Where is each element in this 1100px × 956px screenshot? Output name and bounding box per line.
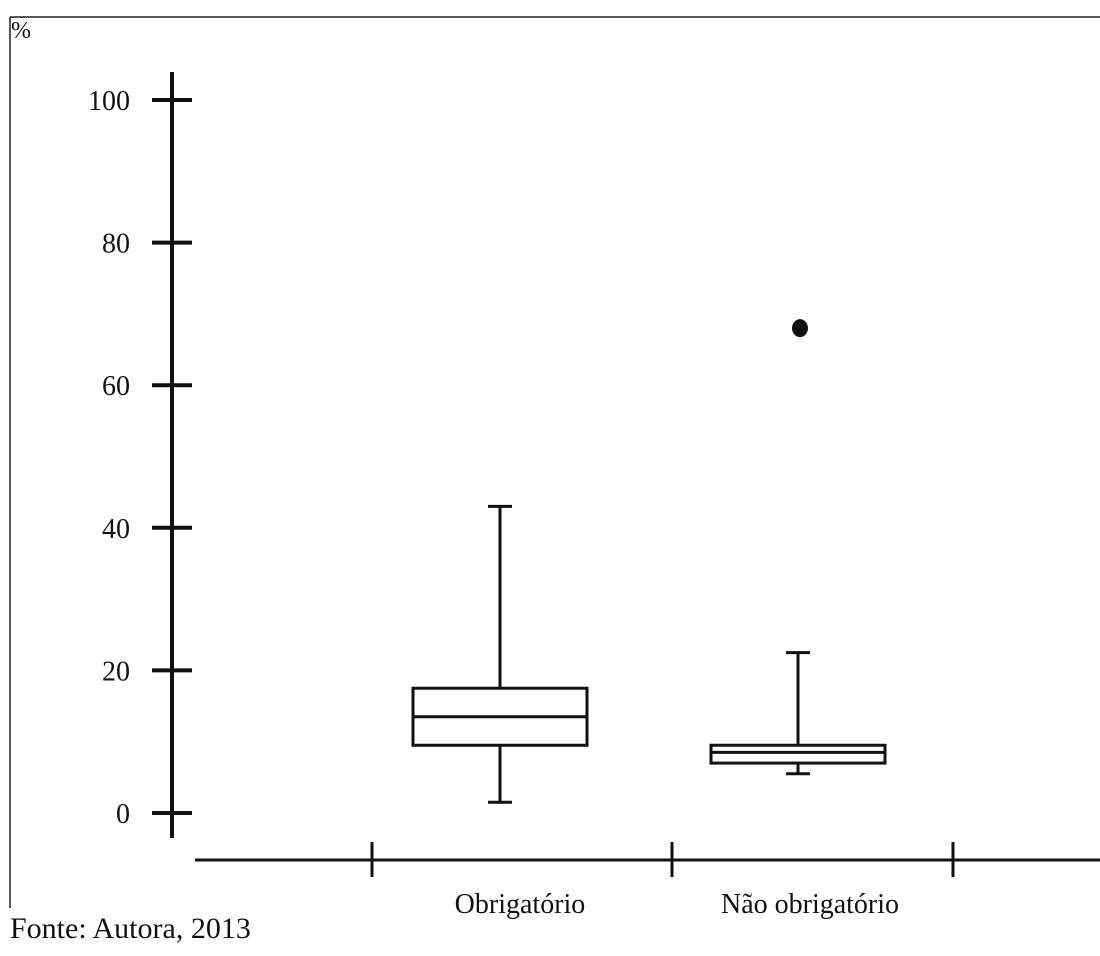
y-tick-label: 100 [88,86,130,117]
y-tick-label: 0 [116,799,130,830]
figure-caption: Fonte: Autora, 2013 [10,912,251,945]
category-label-nao-obrigatorio: Não obrigatório [721,889,899,920]
outlier-point [792,319,808,338]
iqr-box [709,743,887,765]
category-label-obrigatorio: Obrigatório [455,889,586,920]
y-tick-label: 40 [102,514,130,545]
box-group [411,319,887,804]
y-tick-label: 60 [102,371,130,402]
y-axis-label: % [11,18,31,44]
y-axis-ticks: 0 20 40 60 80 100 [88,86,192,830]
y-tick-label: 80 [102,229,130,260]
y-tick-label: 20 [102,656,130,687]
